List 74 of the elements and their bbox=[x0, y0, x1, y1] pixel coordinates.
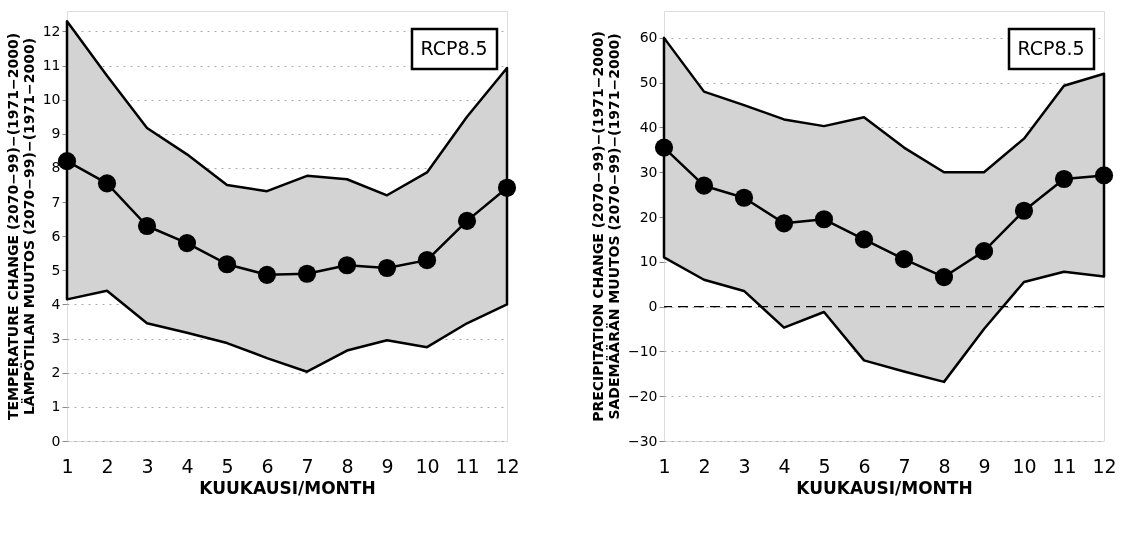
point bbox=[337, 256, 357, 275]
point bbox=[177, 234, 197, 253]
x-tick-label: 7 bbox=[301, 454, 314, 477]
y-axis-title: TEMPERATURE CHANGE (2070−99)−(1971−2000) LÄMPÖTILAN MUUTOS (2070−99)−(1971−2000) bbox=[4, 32, 37, 421]
y-tick-label: 30 bbox=[639, 163, 658, 180]
x-tick-label: 3 bbox=[141, 454, 154, 477]
point bbox=[297, 264, 317, 283]
x-tick-label: 11 bbox=[455, 454, 480, 477]
x-tick-label: 4 bbox=[181, 454, 194, 477]
point bbox=[97, 174, 117, 193]
x-tick-label: 4 bbox=[778, 454, 791, 477]
x-axis-title: KUUKAUSI/MONTH bbox=[796, 477, 973, 498]
point bbox=[854, 230, 874, 249]
y-tick-label: 0 bbox=[51, 432, 61, 449]
y-tick-label: 1 bbox=[51, 398, 61, 415]
x-tick-label: 3 bbox=[738, 454, 751, 477]
x-tick-label: 8 bbox=[341, 454, 354, 477]
point bbox=[814, 210, 834, 229]
x-tick-label: 7 bbox=[898, 454, 911, 477]
y-tick-label: 4 bbox=[51, 295, 61, 312]
point bbox=[1054, 169, 1074, 189]
point bbox=[1094, 166, 1114, 185]
x-tick-label: 6 bbox=[858, 454, 871, 477]
annotation: RCP8.5 bbox=[1017, 37, 1085, 59]
x-tick-label: 8 bbox=[938, 454, 951, 477]
point bbox=[497, 178, 517, 197]
point bbox=[654, 138, 674, 157]
x-tick-label: 2 bbox=[101, 454, 114, 477]
y-tick-label: 6 bbox=[51, 227, 61, 244]
point bbox=[774, 214, 794, 233]
x-tick-label: 2 bbox=[698, 454, 711, 477]
y-tick-label: 2 bbox=[51, 364, 61, 381]
y-tick-label: 10 bbox=[42, 91, 61, 108]
point bbox=[257, 265, 277, 284]
y-tick-label: 0 bbox=[648, 298, 658, 315]
x-tick-label: 10 bbox=[415, 454, 440, 477]
x-tick-label: 5 bbox=[818, 454, 831, 477]
point bbox=[974, 242, 994, 261]
y-tick-label: −10 bbox=[627, 342, 658, 359]
y-tick-label: 12 bbox=[42, 22, 61, 39]
x-tick-label: 12 bbox=[495, 454, 520, 477]
x-tick-label: 10 bbox=[1012, 454, 1037, 477]
point bbox=[894, 250, 914, 269]
y-tick-label: 40 bbox=[639, 118, 658, 135]
x-tick-label: 9 bbox=[381, 454, 394, 477]
point bbox=[137, 216, 157, 236]
y-tick-label: 7 bbox=[51, 193, 61, 210]
y-tick-label: 3 bbox=[51, 330, 61, 347]
x-tick-label: 11 bbox=[1052, 454, 1077, 477]
y-tick-label: 8 bbox=[51, 159, 61, 176]
y-tick-label: 10 bbox=[639, 253, 658, 270]
point bbox=[457, 211, 477, 230]
y-tick-label: 20 bbox=[639, 208, 658, 225]
y-tick-label: 5 bbox=[51, 261, 61, 278]
y-tick-label: −20 bbox=[627, 387, 658, 404]
point bbox=[377, 258, 397, 278]
y-axis-title: PRECIPITATION CHANGE (2070−99)−(1971−2000) SADEMÄÄRÄN MUUTOS (2070−99)−(1971−2000) bbox=[589, 31, 622, 422]
x-tick-label: 9 bbox=[978, 454, 991, 477]
y-tick-label: 11 bbox=[42, 57, 61, 74]
point bbox=[417, 251, 437, 270]
x-tick-label: 5 bbox=[221, 454, 234, 477]
annotation: RCP8.5 bbox=[420, 37, 488, 59]
point bbox=[734, 188, 754, 207]
point bbox=[694, 176, 714, 195]
y-tick-label: 60 bbox=[639, 29, 658, 46]
y-tick-label: −30 bbox=[627, 432, 658, 449]
x-tick-label: 12 bbox=[1092, 454, 1117, 477]
x-tick-label: 6 bbox=[261, 454, 274, 477]
point bbox=[217, 255, 237, 274]
point bbox=[934, 268, 954, 287]
x-axis-title: KUUKAUSI/MONTH bbox=[199, 477, 376, 498]
point bbox=[1014, 201, 1034, 220]
y-tick-label: 9 bbox=[51, 125, 61, 142]
y-tick-label: 50 bbox=[639, 74, 658, 91]
